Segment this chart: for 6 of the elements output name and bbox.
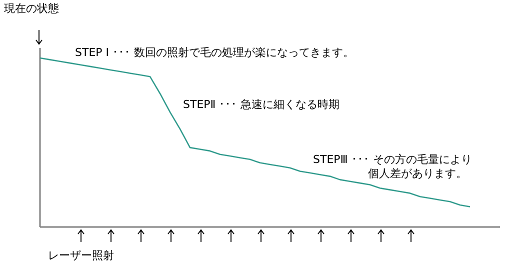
annotation: STEP Ⅰ ･･･ 数回の照射で毛の処理が楽になってきます。 [75, 46, 354, 59]
text: 現在の状態 [4, 2, 59, 15]
annotation: STEPⅡ ･･･ 急速に細くなる時期 [183, 98, 340, 111]
annotation: STEPⅢ ･･･ その方の毛量により [313, 153, 472, 166]
annotation: 個人差があります。 [368, 167, 467, 180]
text: レーザー照射 [48, 249, 114, 262]
